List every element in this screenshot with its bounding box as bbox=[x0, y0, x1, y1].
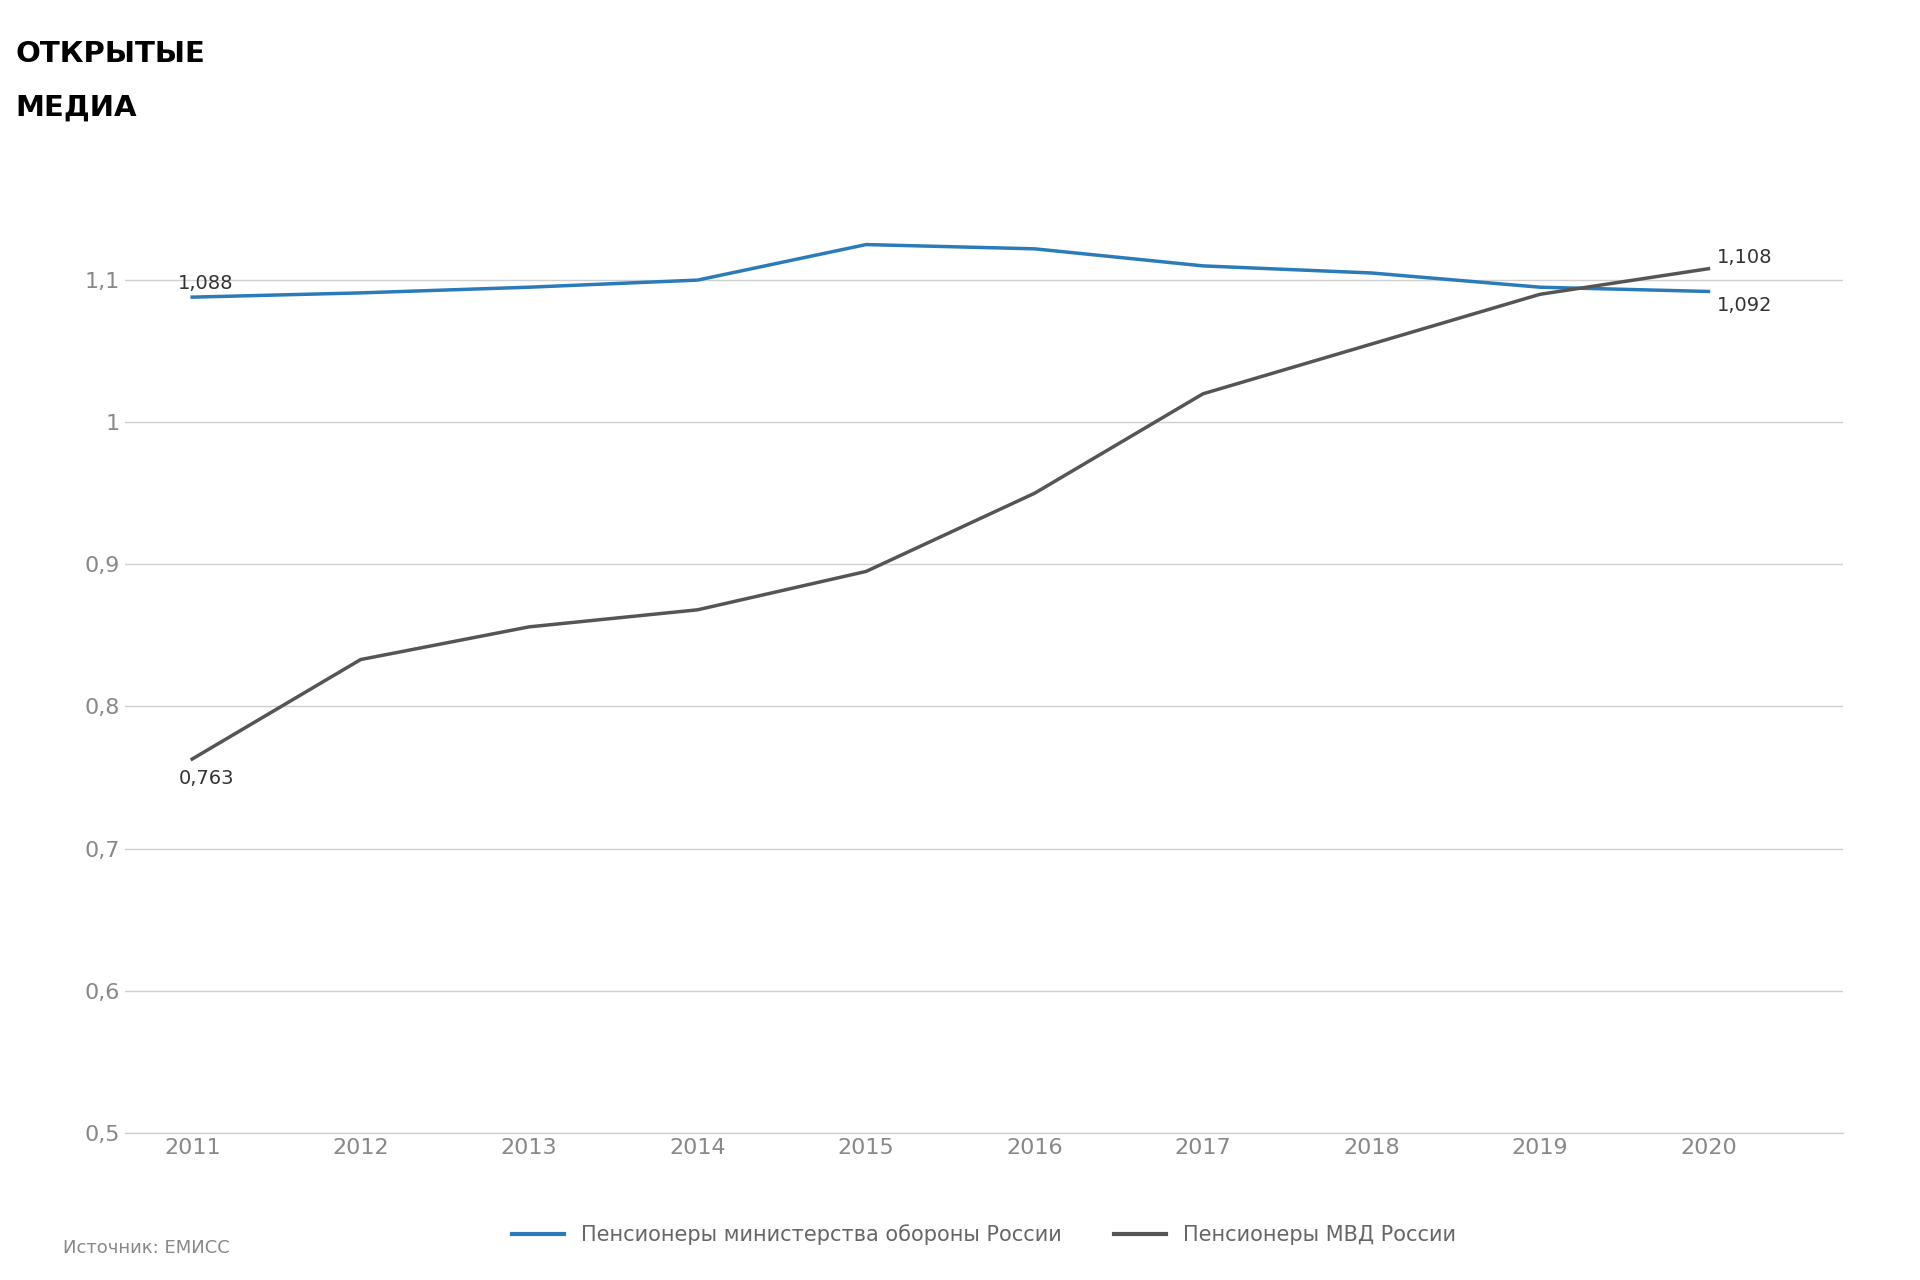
Legend: Пенсионеры министерства обороны России, Пенсионеры МВД России: Пенсионеры министерства обороны России, … bbox=[503, 1216, 1463, 1253]
Text: МИНИСТЕРСТВЕ ОБОРОНЫ И МВД РОССИИ, МЛН: МИНИСТЕРСТВЕ ОБОРОНЫ И МВД РОССИИ, МЛН bbox=[227, 88, 968, 114]
Text: 0,763: 0,763 bbox=[179, 769, 234, 788]
Text: ОТКРЫТЫЕ: ОТКРЫТЫЕ bbox=[15, 40, 205, 68]
Text: ЧИСЛО ПЕНСИОНЕРОВ, СТОЯЩИХ НА УЧЁТЕ И ПОЛУЧАЮЩИХ ПЕНСИЮ В: ЧИСЛО ПЕНСИОНЕРОВ, СТОЯЩИХ НА УЧЁТЕ И ПО… bbox=[227, 36, 1354, 65]
Text: Источник: ЕМИСС: Источник: ЕМИСС bbox=[63, 1239, 230, 1257]
Text: 1,108: 1,108 bbox=[1716, 248, 1772, 268]
Text: МЕДИА: МЕДИА bbox=[15, 93, 136, 122]
Text: 1,088: 1,088 bbox=[179, 274, 234, 293]
Text: 1,092: 1,092 bbox=[1716, 296, 1772, 315]
